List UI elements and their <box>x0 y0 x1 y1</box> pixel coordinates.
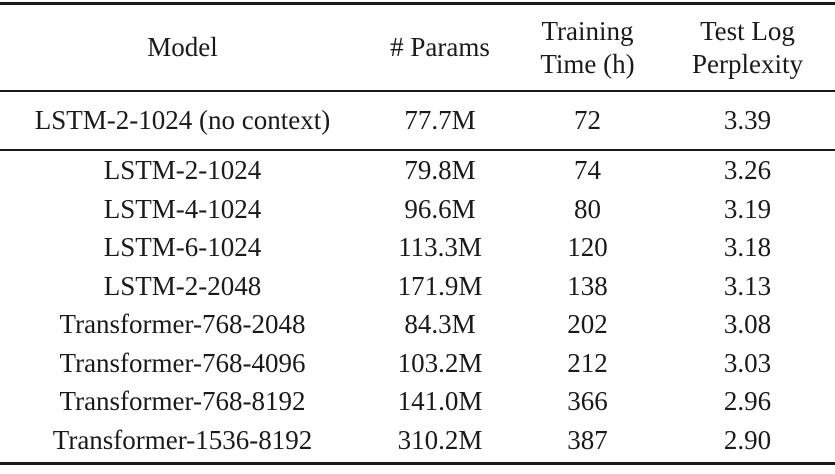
cell-time: 366 <box>567 386 608 417</box>
cell-model: LSTM-6-1024 <box>103 232 262 263</box>
table-row: LSTM-2-2048 171.9M 138 3.13 <box>0 267 835 306</box>
cell-params: 171.9M <box>397 270 483 301</box>
cell-params: 79.8M <box>404 155 476 186</box>
models-group: LSTM-2-1024 79.8M 74 3.26 LSTM-4-1024 96… <box>0 151 835 459</box>
cell-time: 72 <box>574 105 601 136</box>
table-row: LSTM-2-1024 79.8M 74 3.26 <box>0 151 835 190</box>
table-row: Transformer-768-2048 84.3M 202 3.08 <box>0 305 835 344</box>
table-row: Transformer-768-8192 141.0M 366 2.96 <box>0 382 835 421</box>
header-model: Model <box>147 32 218 63</box>
cell-params: 141.0M <box>397 386 483 417</box>
cell-time: 80 <box>574 193 601 224</box>
cell-perplexity: 3.03 <box>723 347 772 378</box>
cell-perplexity: 3.39 <box>723 105 772 136</box>
cell-perplexity: 2.96 <box>723 386 772 417</box>
cell-time: 120 <box>567 232 608 263</box>
cell-params: 84.3M <box>404 309 476 340</box>
table-row: Transformer-768-4096 103.2M 212 3.03 <box>0 344 835 383</box>
top-rule <box>0 2 835 5</box>
cell-perplexity: 3.26 <box>723 155 772 186</box>
cell-params: 77.7M <box>404 105 476 136</box>
header-params: # Params <box>390 32 490 63</box>
table-row: LSTM-4-1024 96.6M 80 3.19 <box>0 190 835 229</box>
cell-model: Transformer-768-8192 <box>59 386 306 417</box>
cell-time: 387 <box>567 424 608 455</box>
cell-time: 212 <box>567 347 608 378</box>
cell-perplexity: 3.18 <box>723 232 772 263</box>
bottom-rule <box>0 462 835 465</box>
table-header-row: Model # Params Training Time (h) Test Lo… <box>0 5 835 90</box>
cell-time: 202 <box>567 309 608 340</box>
cell-model: LSTM-4-1024 <box>103 193 262 224</box>
cell-perplexity: 3.13 <box>723 270 772 301</box>
table-row: LSTM-2-1024 (no context) 77.7M 72 3.39 <box>0 92 835 149</box>
cell-params: 96.6M <box>404 193 476 224</box>
baseline-group: LSTM-2-1024 (no context) 77.7M 72 3.39 <box>0 92 835 149</box>
cell-model: Transformer-768-2048 <box>59 309 306 340</box>
cell-model: LSTM-2-2048 <box>103 270 262 301</box>
cell-params: 310.2M <box>397 424 483 455</box>
group-rule <box>0 149 835 151</box>
cell-perplexity: 3.19 <box>723 193 772 224</box>
cell-model: Transformer-768-4096 <box>59 347 306 378</box>
table-row: Transformer-1536-8192 310.2M 387 2.90 <box>0 421 835 460</box>
cell-time: 138 <box>567 270 608 301</box>
cell-model: LSTM-2-1024 (no context) <box>34 105 331 136</box>
header-training-time: Training Time (h) <box>540 15 635 79</box>
cell-time: 74 <box>574 155 601 186</box>
cell-params: 113.3M <box>398 232 482 263</box>
cell-model: Transformer-1536-8192 <box>52 424 313 455</box>
header-test-log-perplexity: Test Log Perplexity <box>692 15 803 79</box>
cell-params: 103.2M <box>397 347 483 378</box>
header-rule <box>0 90 835 92</box>
cell-perplexity: 3.08 <box>723 309 772 340</box>
cell-model: LSTM-2-1024 <box>103 155 262 186</box>
cell-perplexity: 2.90 <box>723 424 772 455</box>
table-row: LSTM-6-1024 113.3M 120 3.18 <box>0 228 835 267</box>
